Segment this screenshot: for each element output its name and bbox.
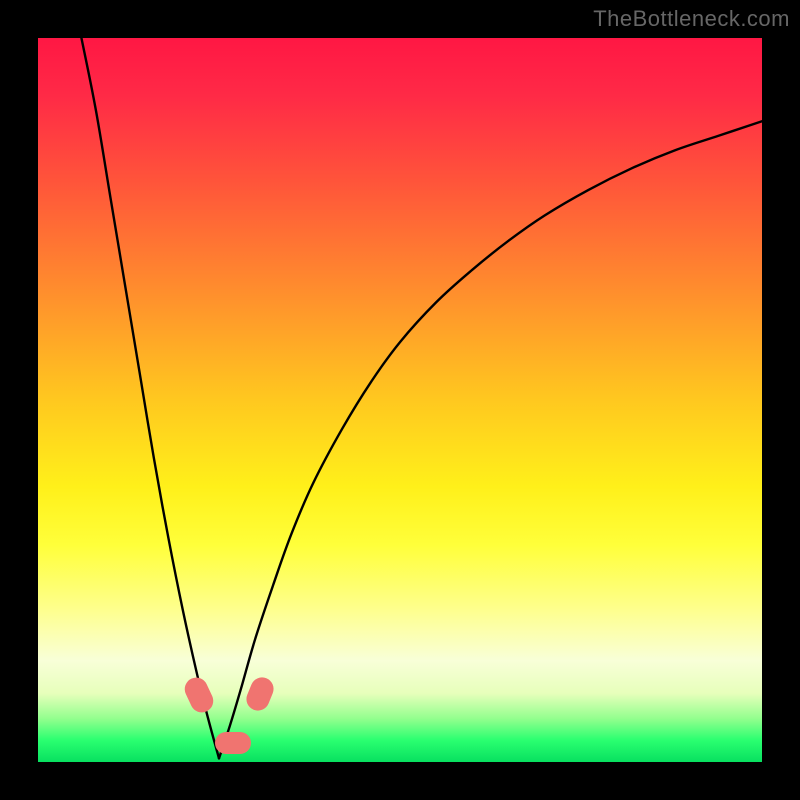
watermark-text: TheBottleneck.com <box>593 6 790 32</box>
highlight-marker-1 <box>215 732 251 754</box>
plot-area <box>38 38 762 762</box>
gradient-background <box>38 38 762 762</box>
chart-root: TheBottleneck.com <box>0 0 800 800</box>
